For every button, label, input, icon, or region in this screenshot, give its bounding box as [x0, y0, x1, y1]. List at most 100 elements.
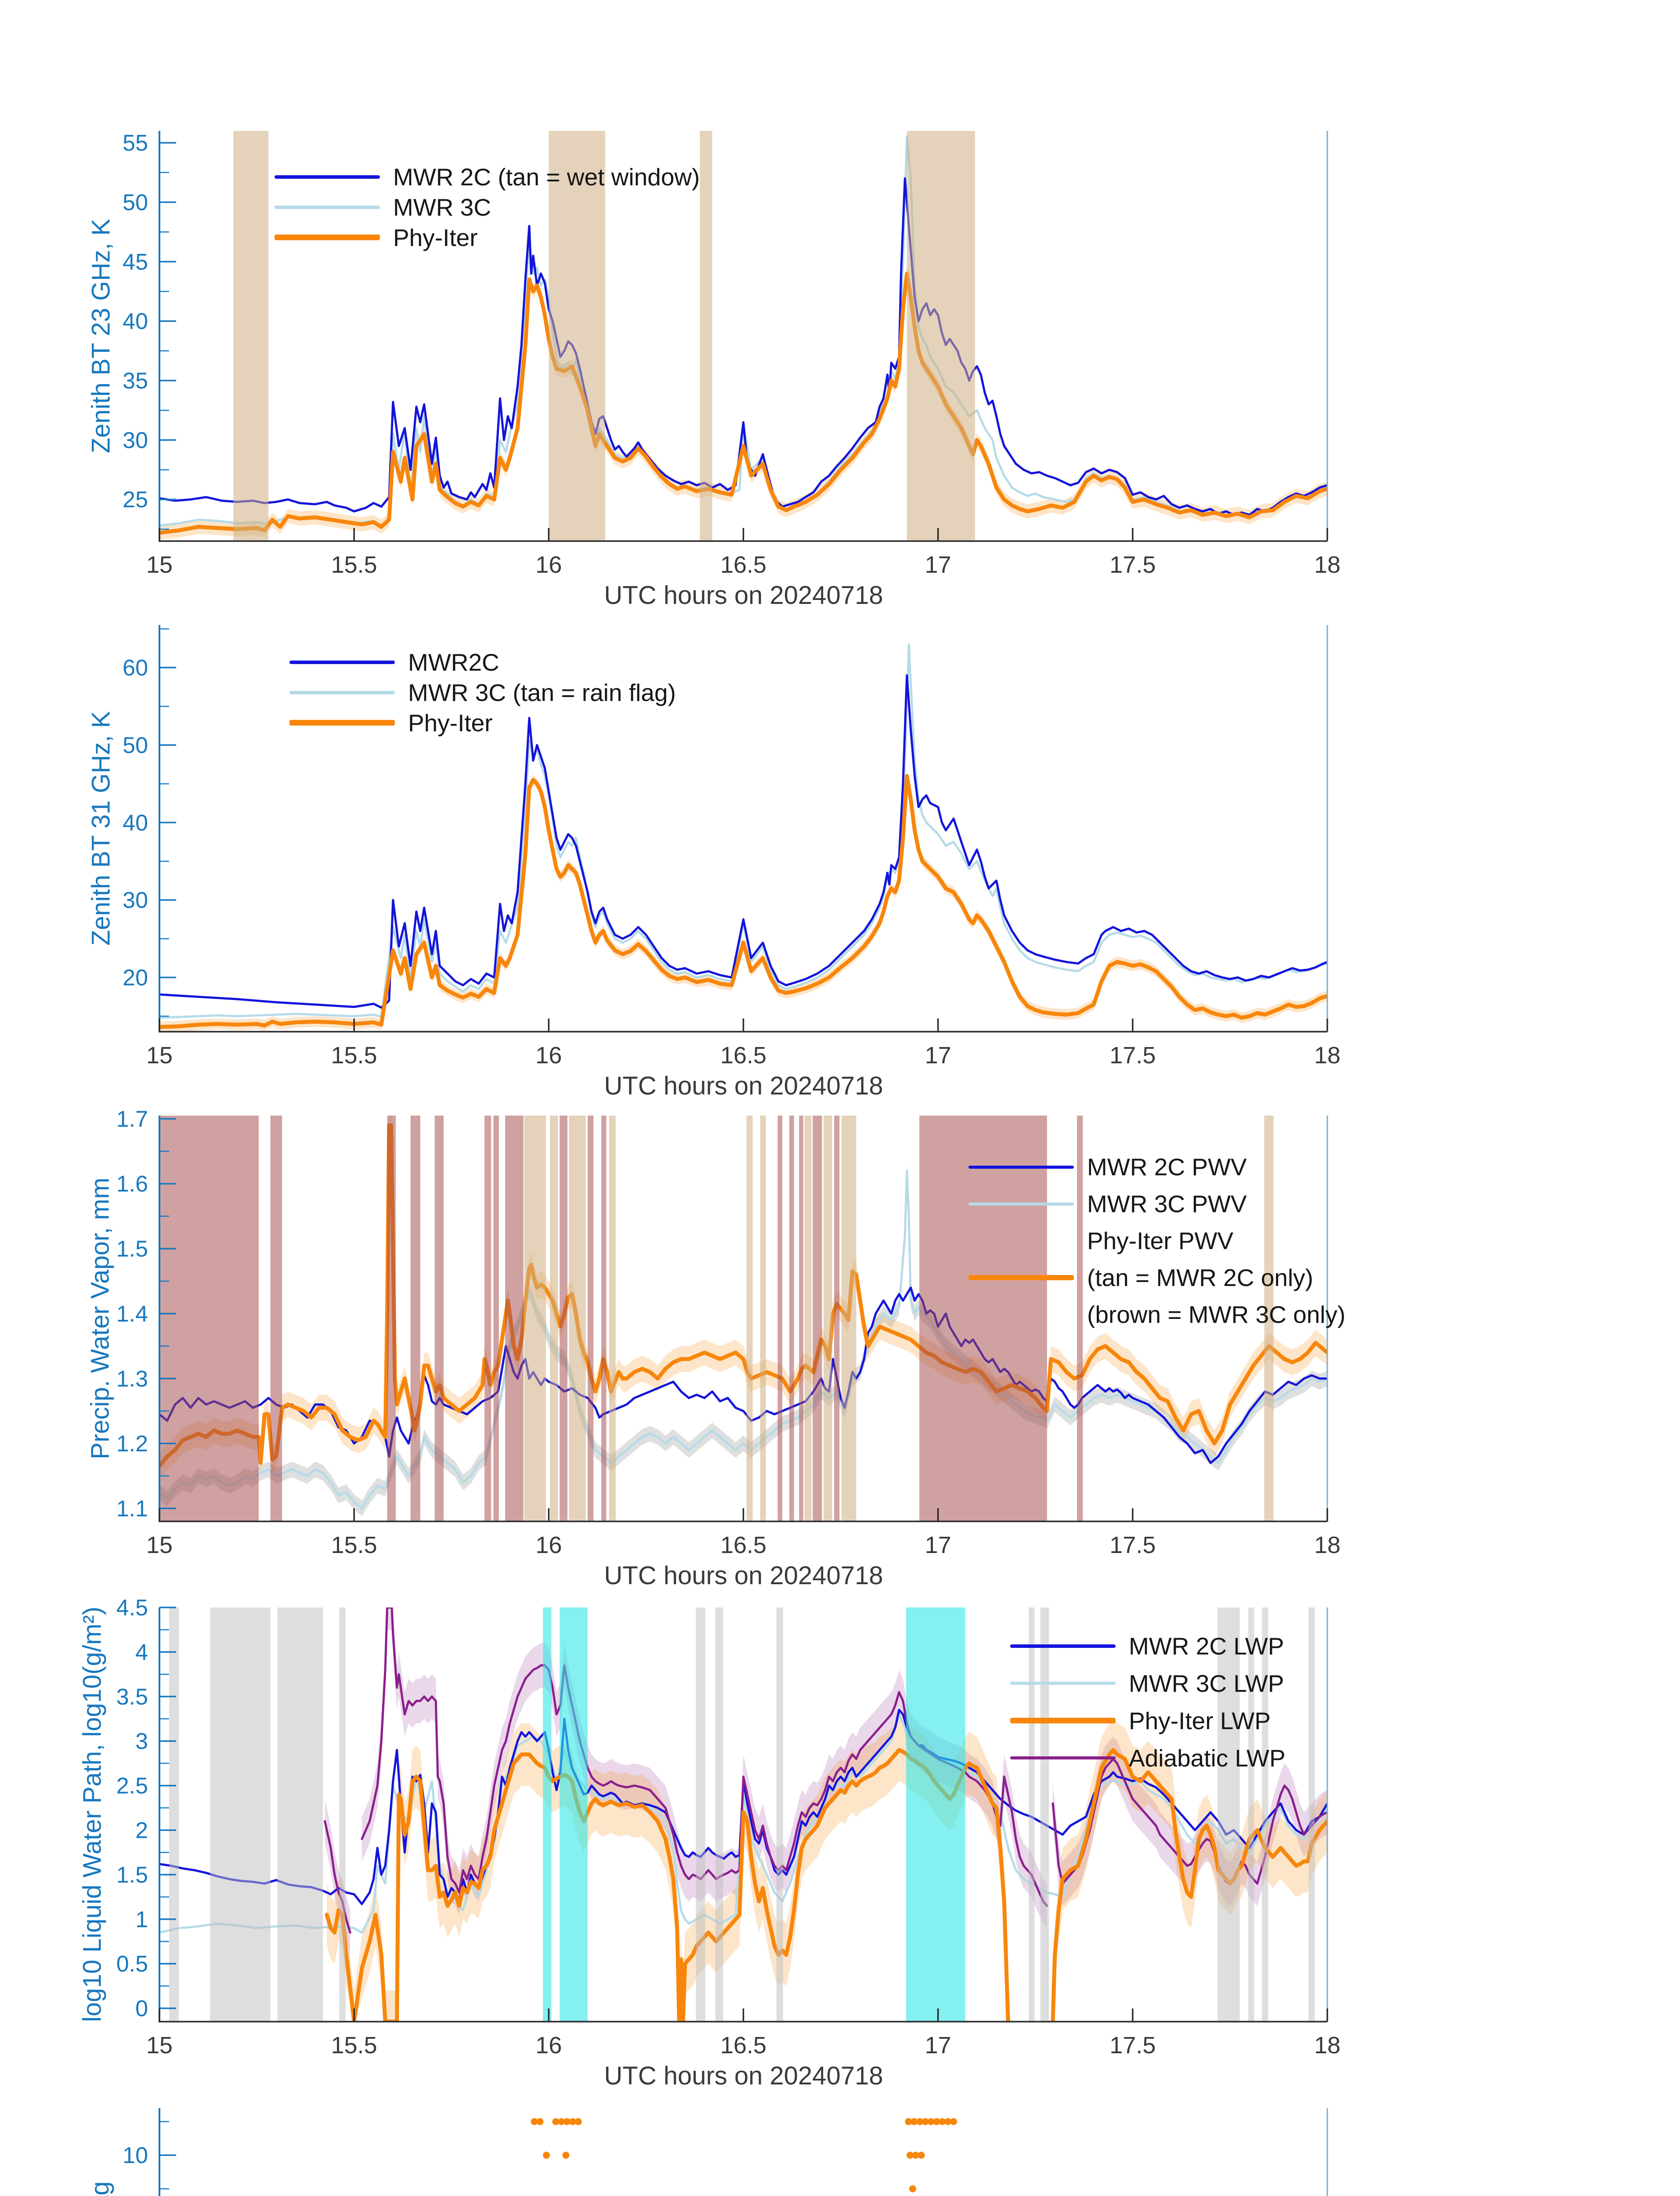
legend-entry: MWR 2C LWP — [1010, 1627, 1286, 1665]
mwr3c-line-sample — [1010, 1682, 1116, 1685]
shade-band — [549, 131, 605, 541]
x-tick-label: 16.5 — [720, 552, 766, 578]
axes: 0 0.5 1 1.5 2 2.5 3 3.5 4 4.5 15 15.5 16 16.5 17 17.5 18 — [116, 1595, 1340, 2059]
shade-band — [339, 1607, 346, 2022]
y-tick-label: 50 — [123, 733, 148, 758]
y-tick-label: 1 — [135, 1907, 148, 1932]
legend-label: Phy-Iter LWP — [1129, 1707, 1271, 1734]
adiabatic-line-sample — [1010, 1756, 1116, 1759]
y-tick-label: 4 — [135, 1640, 148, 1665]
series-MWR 3C LWP — [159, 1713, 1327, 1934]
legend-entry: (brown = MWR 3C only) — [968, 1296, 1345, 1333]
shade-band — [1029, 1607, 1035, 2022]
mwr3c-line-sample — [968, 1202, 1074, 1206]
x-tick-label: 17 — [925, 1042, 951, 1069]
y-tick-label: 4.5 — [116, 1595, 148, 1621]
shade-band — [549, 1116, 558, 1521]
legend-label: Phy-Iter — [408, 709, 493, 737]
shade-band — [799, 1116, 803, 1521]
shade-band — [1264, 1116, 1274, 1521]
x-tick-label: 16.5 — [720, 2032, 766, 2059]
Adiabatic LWP-uncertainty-band — [361, 1607, 1047, 1929]
x-tick-label: 16 — [535, 552, 562, 578]
shade-band — [434, 1116, 444, 1521]
series-Phy-Iter LWP — [325, 1748, 1010, 2022]
plot-area — [159, 643, 1327, 1032]
y-tick-label: 10 — [123, 2143, 148, 2168]
panel-pwv: 1.1 1.2 1.3 1.4 1.5 1.6 1.7 15 15.5 16 16.5 17 17.5 1… — [116, 1106, 1340, 1558]
series-MWR2C — [159, 674, 1327, 1009]
shade-band — [505, 1116, 524, 1521]
y-tick-label: 40 — [123, 309, 148, 334]
legend-entry: MWR 3C (tan = rain flag) — [289, 677, 676, 708]
dq-flag-dot — [569, 2118, 576, 2125]
y-tick-label: 1.7 — [116, 1106, 148, 1132]
shade-band — [609, 1116, 616, 1521]
legend-label: MWR 3C LWP — [1129, 1669, 1284, 1697]
shade-band — [813, 1116, 822, 1521]
legend-label: (brown = MWR 3C only) — [1087, 1301, 1346, 1328]
phyiter-line-sample — [968, 1275, 1074, 1280]
shade-band — [777, 1116, 783, 1521]
legend-label: MWR 3C PWV — [1087, 1190, 1247, 1217]
y-tick-label: 2.5 — [116, 1773, 148, 1799]
shade-band — [560, 1116, 567, 1521]
Adiabatic LWP-uncertainty-band — [1053, 1737, 1327, 1906]
plot-area — [159, 1607, 1327, 2022]
x-tick-label: 18 — [1314, 1042, 1340, 1069]
series-MWR 3C PWV — [159, 1170, 1327, 1510]
dq-flag-dot — [921, 2118, 929, 2125]
y-axis-label-pwv: Precip. Water Vapor, mm — [86, 1177, 115, 1459]
plot-area — [159, 131, 1327, 541]
shade-band — [789, 1116, 794, 1521]
mwr2c-line-sample — [968, 1165, 1074, 1169]
legend-entry: MWR 2C PWV — [968, 1149, 1345, 1185]
y-tick-label: 1.5 — [116, 1236, 148, 1262]
legend-entry: MWR2C — [289, 647, 676, 677]
x-tick-label: 15 — [146, 2032, 173, 2059]
dq-flag-dot — [574, 2118, 582, 2125]
legend-entry: (tan = MWR 2C only) — [968, 1259, 1345, 1296]
x-tick-label: 16.5 — [720, 1532, 766, 1558]
panel-bt31: 20 30 40 50 60 15 15.5 16 16.5 17 17.5 18 — [123, 625, 1340, 1069]
x-tick-label: 18 — [1314, 1532, 1340, 1558]
legend-entry: Phy-Iter — [289, 708, 676, 738]
shade-band — [233, 131, 269, 541]
x-tick-label: 18 — [1314, 2032, 1340, 2059]
legend-label: MWR 2C LWP — [1129, 1632, 1284, 1660]
y-axis-label-lwp: log10 Liquid Water Path, log10(g/m²) — [78, 1607, 107, 2022]
shade-band — [210, 1607, 271, 2022]
y-tick-label: 0 — [135, 1996, 148, 2022]
dq-flag-dot — [558, 2118, 565, 2125]
y-tick-label: 1.5 — [116, 1862, 148, 1888]
x-tick-label: 15.5 — [331, 1532, 377, 1558]
dq-flag-dot — [939, 2118, 946, 2125]
y-axis-label-bt23: Zenith BT 23 GHz, K — [87, 218, 116, 454]
mwr3c-line-sample — [275, 205, 380, 209]
dq-flag-dot — [909, 2185, 917, 2192]
shade-band — [700, 131, 712, 541]
shade-band — [543, 1607, 552, 2022]
dq-flag-dot — [933, 2118, 940, 2125]
y-tick-label: 2 — [135, 1818, 148, 1843]
legend-spacer — [968, 1239, 1074, 1242]
y-tick-label: 3 — [135, 1729, 148, 1754]
dq-flag-dot — [905, 2118, 912, 2125]
x-tick-label: 18 — [1314, 552, 1340, 578]
y-tick-label: 30 — [123, 888, 148, 913]
dq-flag-dot — [562, 2152, 570, 2159]
y-tick-label: 1.3 — [116, 1366, 148, 1392]
shade-band — [906, 1607, 965, 2022]
series-Phy-Iter — [159, 271, 1327, 535]
shade-band — [1040, 1607, 1049, 2022]
mwr2c-line-sample — [275, 175, 380, 179]
x-tick-label: 15 — [146, 1532, 173, 1558]
shade-band — [907, 131, 975, 541]
series-Phy-Iter PWV — [159, 1123, 1327, 1468]
legend-bt23: MWR 2C (tan = wet window) MWR 3C Phy-Ite… — [275, 162, 700, 253]
shade-band — [776, 1607, 783, 2022]
dq-flag-dot — [536, 2118, 544, 2125]
